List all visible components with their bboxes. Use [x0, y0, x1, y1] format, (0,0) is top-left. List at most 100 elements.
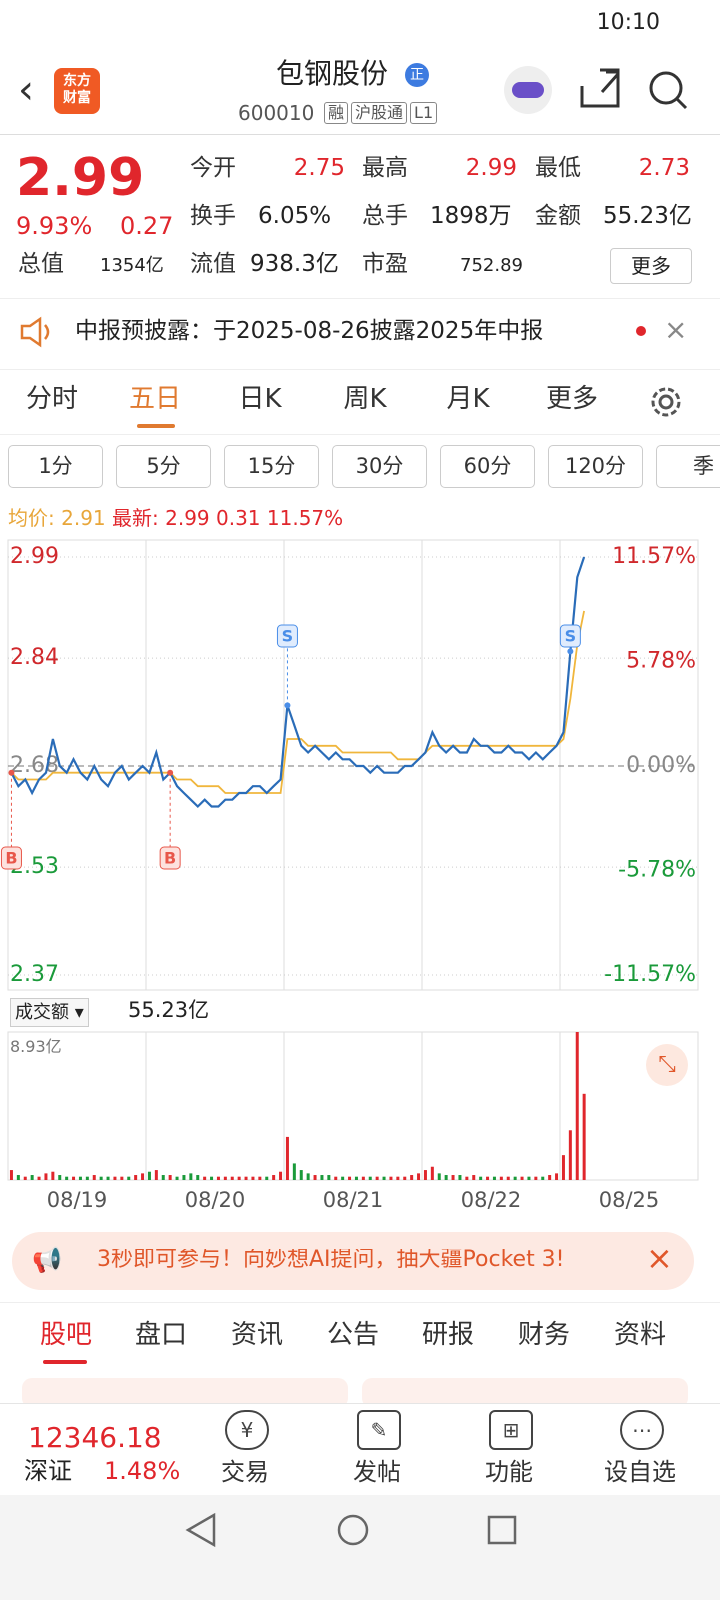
- volume-bar: [120, 1176, 124, 1180]
- tab[interactable]: 日K: [238, 384, 282, 414]
- volume-bar: [44, 1173, 48, 1180]
- interval[interactable]: 季: [656, 445, 720, 488]
- back[interactable]: ‹: [18, 67, 34, 113]
- volume-bar: [154, 1170, 158, 1180]
- clock: 10:10: [596, 10, 660, 35]
- volume-bar: [520, 1176, 524, 1180]
- latest-chg: 0.31: [216, 506, 261, 530]
- ad-banner[interactable]: [12, 1232, 694, 1290]
- nav-tab[interactable]: 资讯: [230, 1320, 283, 1350]
- volume-bar: [320, 1175, 324, 1180]
- field-value: 55.23亿: [603, 203, 692, 229]
- button-label[interactable]: 设自选: [604, 1458, 676, 1486]
- ad-text: 3秒即可参与！向妙想AI提问，抽大疆Pocket 3!: [97, 1249, 565, 1271]
- x-tick-label: 08/20: [185, 1188, 246, 1212]
- button-icon[interactable]: ⋯: [620, 1410, 664, 1450]
- system-nav: [0, 1495, 720, 1600]
- button-icon[interactable]: ✎: [357, 1410, 401, 1450]
- nav-tab[interactable]: 研报: [421, 1320, 474, 1350]
- tags: 融沪股通 L1: [324, 102, 438, 124]
- volume-bar: [486, 1176, 490, 1180]
- volume-bar: [292, 1163, 296, 1180]
- volume-bar: [141, 1173, 145, 1180]
- volume-bar: [285, 1136, 289, 1180]
- field-label: 最高: [362, 155, 408, 181]
- tab[interactable]: 五日: [128, 384, 181, 414]
- annotation-dot: [8, 769, 15, 776]
- divider: [0, 1302, 720, 1303]
- more-button[interactable]: 更多: [610, 248, 692, 284]
- volume-bar: [361, 1176, 365, 1180]
- nav-tab[interactable]: 股吧: [39, 1320, 92, 1350]
- divider: [0, 434, 720, 435]
- tab[interactable]: 周K: [343, 384, 387, 414]
- volume-bar: [541, 1176, 545, 1180]
- volume-bar: [251, 1176, 255, 1180]
- nav-underline: [43, 1360, 87, 1364]
- nav-tab[interactable]: 盘口: [134, 1320, 187, 1350]
- gear[interactable]: [646, 382, 686, 422]
- annotation-box: [276, 624, 298, 648]
- field-value: 752.89: [460, 255, 523, 276]
- volume-bar: [506, 1176, 510, 1180]
- interval[interactable]: 60分: [440, 445, 535, 488]
- volume-bar: [375, 1176, 379, 1180]
- volume-bar: [479, 1176, 483, 1180]
- notice[interactable]: 中报预披露：于2025-08-26披露2025年中报: [75, 318, 544, 344]
- interval[interactable]: 120分: [548, 445, 643, 488]
- interval[interactable]: 1分: [8, 445, 103, 488]
- x-tick-label: 08/21: [323, 1188, 384, 1212]
- volume-bar: [403, 1176, 407, 1180]
- button-label[interactable]: 功能: [485, 1458, 533, 1486]
- logo: 东方 财富: [54, 68, 100, 114]
- series-line: [10, 556, 586, 809]
- expand[interactable]: ⤡: [646, 1044, 688, 1086]
- y2-tick-label: 5.78%: [626, 649, 696, 674]
- button-icon[interactable]: ¥: [225, 1410, 269, 1450]
- index-name: 深证: [24, 1457, 72, 1485]
- tab[interactable]: 更多: [545, 384, 598, 414]
- interval[interactable]: 30分: [332, 445, 427, 488]
- price: 2.99: [16, 148, 145, 208]
- volume-bar: [417, 1173, 421, 1180]
- pct: 9.93%: [16, 212, 93, 240]
- volume-bar: [23, 1176, 27, 1180]
- y-tick-label: 2.37: [10, 962, 59, 987]
- nav-tab[interactable]: 财务: [517, 1320, 570, 1350]
- avg: 2.91: [61, 506, 106, 530]
- button-icon[interactable]: ⊞: [489, 1410, 533, 1450]
- field-label: 最低: [535, 155, 581, 181]
- field-value: 1354亿: [100, 255, 164, 276]
- volume-bar: [334, 1176, 338, 1180]
- y-tick-label: 2.84: [10, 645, 59, 670]
- nav-tab[interactable]: 资料: [613, 1320, 666, 1350]
- latest-pct: 11.57%: [266, 506, 344, 530]
- index-value: 12346.18: [28, 1421, 162, 1454]
- button-label[interactable]: 交易: [221, 1458, 269, 1486]
- close[interactable]: ×: [664, 313, 688, 346]
- ad-close[interactable]: ×: [646, 1239, 673, 1277]
- tab[interactable]: 月K: [446, 384, 490, 414]
- volume-bar: [65, 1176, 69, 1180]
- volume-bar: [513, 1176, 517, 1180]
- volume-bar: [168, 1175, 172, 1180]
- volume-bar: [9, 1170, 13, 1180]
- tab[interactable]: 分时: [25, 384, 78, 414]
- volume-bar: [127, 1176, 131, 1180]
- button-label[interactable]: 发帖: [353, 1458, 401, 1486]
- volume-bar: [279, 1171, 283, 1180]
- volume-bar: [437, 1173, 441, 1180]
- interval[interactable]: 15分: [224, 445, 319, 488]
- volume-bar: [299, 1170, 303, 1180]
- volume-bar: [72, 1176, 76, 1180]
- speaker: [20, 316, 50, 348]
- volume-bar: [458, 1175, 462, 1180]
- volume-bar: [189, 1173, 193, 1180]
- volume-bar: [134, 1175, 138, 1180]
- interval[interactable]: 5分: [116, 445, 211, 488]
- divider: [0, 134, 720, 135]
- volume-select[interactable]: 成交额 ▾: [10, 998, 89, 1027]
- field-label: 换手: [190, 203, 236, 229]
- nav-tab[interactable]: 公告: [326, 1320, 379, 1350]
- field-label: 金额: [535, 203, 581, 229]
